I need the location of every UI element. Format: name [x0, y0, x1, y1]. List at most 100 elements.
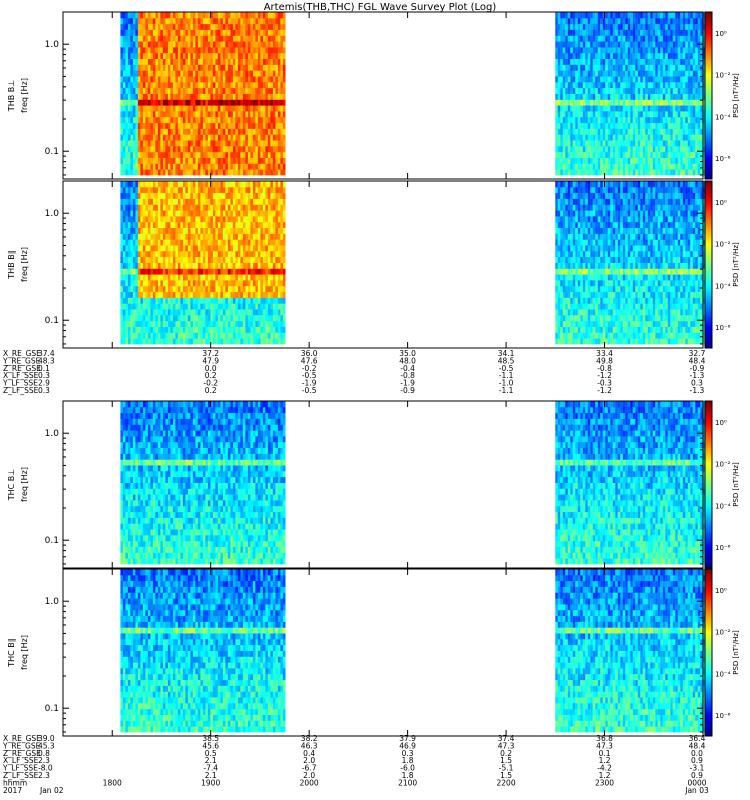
ephemeris-value: 0.1 [38, 364, 50, 373]
freq-tick-label: 0.1 [45, 316, 59, 326]
ephemeris-value: 0.3 [38, 371, 50, 380]
ephemeris-value: -0.4 [400, 364, 415, 373]
ephemeris-value: 48.0 [399, 356, 416, 365]
freq-tick-label: 0.1 [45, 536, 59, 546]
ephemeris-value: 2.3 [38, 771, 50, 780]
time-row-label: hhmm [3, 778, 27, 787]
ephemeris-value: -4.2 [597, 764, 612, 773]
colorbar-label: PSD [nT²/Hz] [732, 462, 740, 507]
ephemeris-value: 0.9 [691, 771, 703, 780]
ephemeris-value: -1.3 [690, 371, 705, 380]
panel-ylabel: THB B⊥ [7, 80, 16, 112]
ephemeris-value: -1.2 [597, 371, 612, 380]
colorbar [704, 11, 713, 180]
ephemeris-row-label: Z_RE_GSE [3, 749, 41, 758]
ephemeris-value: 37.2 [202, 349, 219, 358]
colorbar-tick-label: 10⁰ [715, 199, 727, 207]
ephemeris-row-label: X_RE_GSE [3, 349, 41, 358]
ephemeris-value: 48.4 [689, 741, 706, 750]
ephemeris-value: 33.4 [596, 349, 613, 358]
ephemeris-value: -5.1 [499, 764, 514, 773]
start-date-label: Jan 02 [39, 786, 64, 795]
ephemeris-value: 0.0 [205, 364, 217, 373]
time-tick-label: 1900 [201, 778, 220, 787]
ephemeris-value: -0.5 [302, 371, 317, 380]
colorbar-tick-label: 10⁻⁶ [715, 155, 731, 163]
ephemeris-row-label: Z_LF_SSE [3, 386, 39, 395]
ephemeris-value: 0.3 [38, 386, 50, 395]
year-label: 2017 [3, 786, 22, 795]
freq-tick-label: 1.0 [45, 429, 60, 439]
freq-tick-label: 1.0 [45, 40, 60, 50]
spectrogram-panels: 0.1 1.0 THB B⊥ freq [Hz] 10⁰ 10⁻² 10⁻⁴ 10⁻⁶ PSD … [7, 11, 740, 737]
freq-tick-label: 1.0 [45, 209, 60, 219]
colorbar-tick-label: 10⁻⁴ [715, 502, 731, 510]
ephemeris-value: 2.0 [303, 771, 315, 780]
ephemeris-value: -1.1 [499, 386, 514, 395]
ephemeris-row-label: X_LF_SSE [3, 371, 39, 380]
panel-frame [62, 11, 704, 180]
ephemeris-value: 36.8 [596, 734, 613, 743]
ephemeris-value: 1.2 [599, 756, 611, 765]
ephemeris-value: -0.3 [597, 379, 612, 388]
ephemeris-value: 0.9 [691, 756, 703, 765]
colorbar-tick-label: 10⁻² [715, 241, 731, 249]
ephemeris-value: 0.8 [38, 749, 50, 758]
ephemeris-value: 2.0 [303, 756, 315, 765]
ephemeris-row-label: Y_LF_SSE [2, 379, 38, 388]
ephemeris-value: -6.7 [302, 764, 317, 773]
ephemeris-value: 0.2 [205, 371, 217, 380]
freq-tick-label: 0.1 [45, 704, 59, 714]
ephemeris-row-label: X_RE_GSE [3, 734, 41, 743]
colorbar-label: PSD [nT²/Hz] [732, 242, 740, 287]
ephemeris-value: 1.2 [599, 771, 611, 780]
colorbar-label: PSD [nT²/Hz] [732, 630, 740, 675]
ephemeris-row-label: Y_LF_SSE [2, 764, 38, 773]
ephemeris-value: -0.2 [203, 379, 218, 388]
panel-frame [62, 180, 704, 349]
ephemeris-value: 0.3 [402, 749, 414, 758]
panel-ylabel: THC B∥ [7, 638, 16, 668]
ephemeris-value: 45.3 [38, 741, 55, 750]
ephemeris-value: 48.5 [498, 356, 515, 365]
ephemeris-value: 0.0 [691, 749, 703, 758]
colorbar-tick-label: 10⁻² [715, 72, 731, 80]
colorbar-tick-label: 10⁻⁶ [715, 544, 731, 552]
panel-freq-label: freq [Hz] [20, 247, 29, 282]
ephemeris-value: 48.4 [689, 356, 706, 365]
colorbar-tick-label: 10⁻² [715, 461, 731, 469]
ephemeris-value: 2.1 [205, 756, 217, 765]
ephemeris-value: 47.3 [498, 741, 515, 750]
ephemeris-row-label: Z_RE_GSE [3, 364, 41, 373]
ephemeris-value: -0.9 [400, 386, 415, 395]
colorbar-tick-label: 10⁰ [715, 587, 727, 595]
time-tick-label: 1800 [103, 778, 122, 787]
colorbar-tick-label: 10⁻⁴ [715, 282, 731, 290]
ephemeris-value: 39.0 [38, 734, 55, 743]
colorbar-label: PSD [nT²/Hz] [732, 73, 740, 118]
ephemeris-value: 0.2 [205, 386, 217, 395]
time-tick-label: 2100 [398, 778, 417, 787]
ephemeris-value: 1.8 [402, 756, 414, 765]
time-tick-label: 2200 [497, 778, 516, 787]
ephemeris-value: -0.5 [499, 364, 514, 373]
ephemeris-row-label: X_LF_SSE [3, 756, 39, 765]
panel-frame [62, 568, 704, 737]
ephemeris-value: -1.2 [597, 386, 612, 395]
ephemeris-value: 1.5 [500, 756, 512, 765]
ephemeris-value: 35.0 [399, 349, 416, 358]
ephemeris-value: 46.9 [399, 741, 416, 750]
ephemeris-value: 2.1 [205, 771, 217, 780]
colorbar-tick-label: 10⁻⁴ [715, 113, 731, 121]
ephemeris-value: -1.1 [499, 371, 514, 380]
ephemeris-value: 47.6 [301, 356, 318, 365]
spectrogram-panel-1: 0.1 1.0 THB B⊥ freq [Hz] 10⁰ 10⁻² 10⁻⁴ 10⁻⁶ PSD … [7, 11, 740, 180]
panel-freq-label: freq [Hz] [20, 635, 29, 670]
colorbar [704, 400, 713, 569]
colorbar-tick-label: 10⁻⁶ [715, 324, 731, 332]
chart-title: Artemis(THB,THC) FGL Wave Survey Plot (L… [264, 2, 497, 13]
